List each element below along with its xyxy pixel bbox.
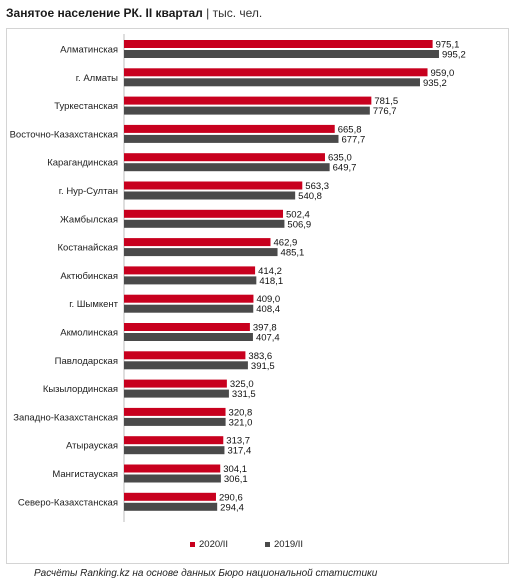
category-label: Туркестанская (54, 101, 118, 112)
category-label: Атырауская (66, 441, 118, 452)
legend-label-2019: 2019/II (274, 539, 304, 550)
bar-2019 (124, 276, 257, 285)
category-label: г. Шымкент (69, 299, 118, 310)
category-label: Актюбинская (60, 271, 118, 282)
value-label-2019: 306,1 (224, 474, 248, 485)
value-label-2020: 320,8 (229, 407, 253, 418)
bar-2019 (124, 333, 253, 341)
bar-2019 (124, 50, 439, 58)
value-label-2020: 290,6 (219, 492, 243, 503)
value-label-2020: 304,1 (223, 464, 247, 475)
bar-2019 (124, 248, 278, 257)
value-label-2020: 563,3 (305, 181, 329, 192)
chart-frame (6, 28, 509, 564)
bar-2020 (124, 209, 284, 218)
bar-2020 (124, 40, 433, 48)
chart-title-separator: | (206, 6, 210, 20)
bar-2020 (124, 68, 428, 77)
bar-2020 (124, 266, 256, 275)
value-label-2019: 321,0 (229, 417, 253, 428)
chart-title-main: Занятое население РК. II квартал (6, 6, 203, 20)
value-label-2019: 331,5 (232, 389, 256, 400)
bar-2020 (124, 464, 221, 473)
category-label: Костанайская (58, 243, 118, 254)
category-label: Алматинская (60, 45, 118, 56)
bar-2020 (124, 379, 227, 388)
value-label-2019: 418,1 (259, 276, 283, 287)
bar-2019 (124, 361, 248, 370)
value-label-2020: 313,7 (226, 436, 250, 447)
bar-2020 (124, 407, 226, 416)
category-label: Западно-Казахстанская (13, 412, 118, 423)
category-label: Восточно-Казахстанская (10, 129, 118, 140)
legend-label-2020: 2020/II (199, 539, 229, 550)
value-label-2020: 397,8 (253, 323, 277, 334)
value-label-2019: 506,9 (287, 219, 311, 230)
value-label-2019: 649,7 (333, 163, 357, 174)
value-label-2020: 502,4 (286, 209, 310, 220)
value-label-2020: 781,5 (374, 96, 398, 107)
value-label-2020: 409,0 (256, 294, 280, 305)
chart-title: Занятое население РК. II квартал | тыс. … (6, 6, 262, 21)
bar-2019 (124, 446, 225, 455)
value-label-2019: 776,7 (373, 106, 397, 117)
bar-2019 (124, 389, 229, 398)
bar-2020 (124, 124, 335, 133)
value-label-2020: 635,0 (328, 153, 352, 164)
value-label-2019: 677,7 (341, 134, 365, 145)
bar-2020 (124, 294, 254, 303)
chart-title-unit: тыс. чел. (212, 6, 263, 20)
value-label-2020: 383,6 (248, 351, 272, 362)
bar-2020 (124, 351, 246, 360)
value-label-2019: 485,1 (281, 248, 305, 259)
value-label-2019: 294,4 (220, 502, 244, 513)
bar-2019 (124, 304, 254, 313)
bar-2019 (124, 474, 221, 483)
legend-swatch-2019 (265, 542, 270, 547)
bar-2019 (124, 106, 370, 115)
value-label-2020: 325,0 (230, 379, 254, 390)
value-label-2019: 317,4 (227, 446, 251, 457)
bar-2020 (124, 181, 303, 190)
value-label-2019: 391,5 (251, 361, 275, 372)
legend-item-2019: 2019/II (265, 539, 303, 550)
bar-2019 (124, 219, 285, 228)
value-label-2019: 935,2 (423, 78, 447, 89)
value-label-2019: 995,2 (442, 50, 466, 61)
value-label-2020: 414,2 (258, 266, 282, 277)
category-label: Жамбылская (60, 214, 118, 225)
bar-2019 (124, 502, 218, 511)
bar-2019 (124, 191, 296, 200)
value-label-2019: 407,4 (256, 333, 280, 344)
legend-swatch-2020 (190, 542, 195, 547)
source-note: Расчёты Ranking.kz на основе данных Бюро… (34, 568, 378, 579)
category-label: Мангистауская (52, 469, 118, 480)
bar-2020 (124, 238, 271, 247)
category-label: г. Нур-Султан (59, 186, 118, 197)
category-label: Карагандинская (47, 158, 118, 169)
legend-item-2020: 2020/II (190, 539, 228, 550)
bar-2020 (124, 96, 372, 105)
value-label-2020: 665,8 (338, 124, 362, 135)
category-label: г. Алматы (76, 73, 118, 84)
value-label-2020: 462,9 (274, 238, 298, 249)
category-label: Павлодарская (55, 356, 118, 367)
bar-2020 (124, 436, 224, 445)
bar-2020 (124, 323, 250, 331)
bar-2020 (124, 153, 325, 162)
value-label-2019: 540,8 (298, 191, 322, 202)
bar-2019 (124, 417, 226, 426)
value-label-2020: 959,0 (431, 68, 455, 79)
category-label: Северо-Казахстанская (18, 497, 118, 508)
bar-2019 (124, 78, 420, 87)
category-label: Акмолинская (60, 328, 118, 339)
value-label-2020: 975,1 (436, 40, 460, 51)
value-label-2019: 408,4 (256, 304, 280, 315)
category-label: Кызылординская (43, 384, 118, 395)
bar-2020 (124, 492, 216, 501)
bar-2019 (124, 163, 330, 172)
bar-2019 (124, 134, 339, 143)
